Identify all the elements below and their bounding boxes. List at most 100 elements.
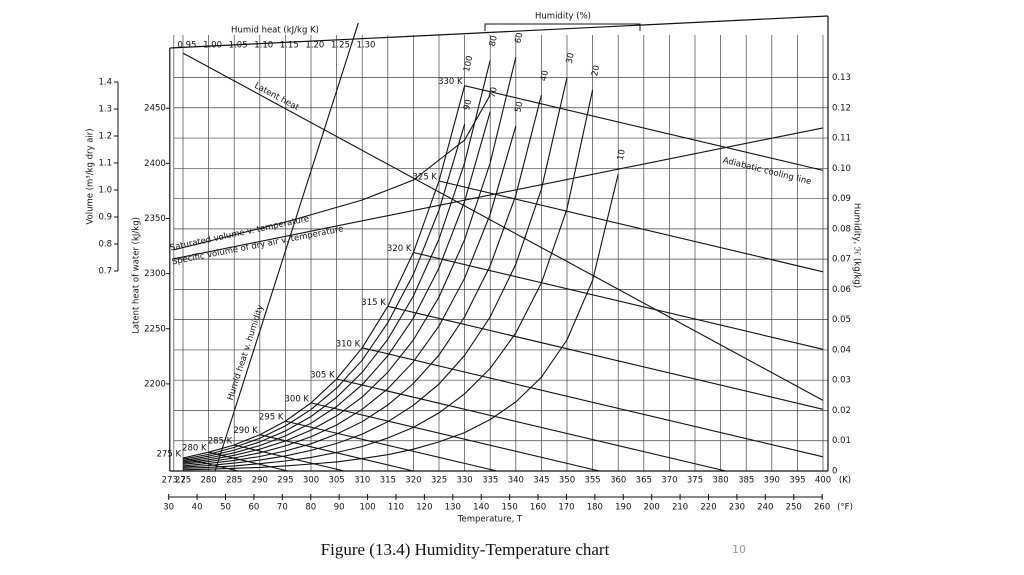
x-tick-label: 340 <box>508 476 524 486</box>
volume-tick-label: 1.0 <box>98 186 112 196</box>
f-tick-label: 260 <box>814 503 830 513</box>
humid-heat-tick-label: 1.00 <box>203 41 222 51</box>
series-label: 100 <box>462 55 475 73</box>
adiabatic-line <box>362 347 824 458</box>
f-tick-label: 100 <box>359 503 375 513</box>
x-tick-label: 385 <box>738 476 754 486</box>
adiabatic-label: 290 K <box>233 426 258 436</box>
y-tick-label: 0.03 <box>832 376 851 386</box>
latent-tick-label: 2200 <box>144 379 166 389</box>
humid-heat-tick-label: 1.30 <box>357 41 376 51</box>
series-label: 50 <box>513 101 525 114</box>
f-unit: (°F) <box>837 503 853 513</box>
latent-tick-label: 2350 <box>144 214 166 224</box>
adiabatic-line <box>387 305 824 410</box>
f-tick-label: 200 <box>644 503 660 513</box>
f-tick-label: 80 <box>305 503 316 513</box>
f-tick-label: 40 <box>192 503 203 513</box>
series-label: 20 <box>590 64 602 77</box>
adiabatic-line <box>336 378 726 472</box>
f-tick-label: 220 <box>700 503 716 513</box>
f-tick-label: 30 <box>163 503 174 513</box>
x-tick-label: 350 <box>559 476 575 486</box>
humid-heat-tick-label: 1.05 <box>229 41 248 51</box>
adiabatic-label: 300 K <box>285 394 310 404</box>
latent-tick-label: 2250 <box>144 324 166 334</box>
y-tick-label: 0.04 <box>832 345 851 355</box>
plot-border <box>169 15 829 49</box>
adiabatic-label: 295 K <box>259 413 284 423</box>
x-tick-label: 365 <box>636 476 652 486</box>
y-tick-label: 0.06 <box>832 285 851 295</box>
humid-heat-tick-label: 1.10 <box>254 41 273 51</box>
humidity-curve <box>182 60 491 462</box>
series-label: 30 <box>565 52 577 65</box>
humid-heat-tick-label: 0.95 <box>178 41 197 51</box>
dry-volume-line <box>173 127 824 260</box>
x-tick-label: 275 <box>175 476 191 486</box>
x-tick-label: 330 <box>456 476 472 486</box>
caption: Figure (13.4) Humidity-Temperature chart <box>321 540 610 559</box>
y-tick-label: 0.12 <box>832 103 851 113</box>
volume-tick-label: 0.9 <box>98 213 112 223</box>
adiabatic-label: 305 K <box>310 370 335 380</box>
adiabatic-line <box>285 420 498 472</box>
humidity-group-label: Humidity (%) <box>535 12 591 22</box>
humidity-curve <box>182 126 517 465</box>
x-tick-label: 320 <box>405 476 421 486</box>
y-tick-label: 0.10 <box>832 164 851 174</box>
volume-tick-label: 1.1 <box>98 159 112 169</box>
humid-heat-tick-label: 1.20 <box>305 41 324 51</box>
latent-axis-label: Latent heat of water (kJ/kg) <box>132 217 142 334</box>
f-tick-label: 230 <box>729 503 745 513</box>
humidity-curve <box>182 85 466 459</box>
x-tick-label: 300 <box>303 476 319 486</box>
x-tick-label: 370 <box>661 476 677 486</box>
f-tick-label: 50 <box>220 503 231 513</box>
f-tick-label: 140 <box>473 503 489 513</box>
y-tick-label: 0.07 <box>832 255 851 265</box>
volume-tick-label: 0.8 <box>98 240 112 250</box>
humid-heat-tick-label: 1.25 <box>331 41 350 51</box>
adiabatic-label: 285 K <box>208 436 233 446</box>
adiabatic-label: 325 K <box>413 173 438 183</box>
y-tick-label: 0.09 <box>832 194 851 204</box>
humidity-curve <box>182 111 491 463</box>
x-tick-label: 395 <box>789 476 805 486</box>
f-tick-label: 190 <box>615 503 631 513</box>
f-tick-label: 90 <box>334 503 345 513</box>
f-tick-label: 170 <box>558 503 574 513</box>
x-axis-label: Temperature, T <box>457 515 523 525</box>
latent-heat-line <box>182 52 824 401</box>
y-tick-label: 0.08 <box>832 224 851 234</box>
humid-heat-line <box>214 22 359 472</box>
x-tick-label: 315 <box>380 476 396 486</box>
x-tick-label: 345 <box>533 476 549 486</box>
series-label: 60 <box>513 32 525 45</box>
x-tick-label: 290 <box>252 476 268 486</box>
adiabatic-label: 310 K <box>336 339 361 349</box>
humidity-curve <box>182 89 594 469</box>
y-tick-label: 0 <box>832 467 837 477</box>
y-tick-label: 0.13 <box>832 73 851 83</box>
latent-tick-label: 2450 <box>144 104 166 114</box>
x-tick-label: 285 <box>226 476 242 486</box>
f-tick-label: 150 <box>502 503 518 513</box>
adiabatic-label: 330 K <box>438 77 463 87</box>
f-tick-label: 70 <box>277 503 288 513</box>
adiabatic-label: 275 K <box>157 449 182 459</box>
x-tick-label: 380 <box>712 476 728 486</box>
humid-heat-axis-label: Humid heat (kJ/kg K) <box>231 26 319 36</box>
volume-tick-label: 1.4 <box>98 78 112 88</box>
f-tick-label: 130 <box>445 503 461 513</box>
adiabatic-line <box>438 180 824 273</box>
adiabatic-label: 320 K <box>387 244 412 254</box>
adiabatic-line <box>259 434 414 472</box>
x-tick-label: 305 <box>328 476 344 486</box>
f-tick-label: 250 <box>786 503 802 513</box>
series-label: 10 <box>616 149 628 162</box>
f-tick-label: 120 <box>416 503 432 513</box>
